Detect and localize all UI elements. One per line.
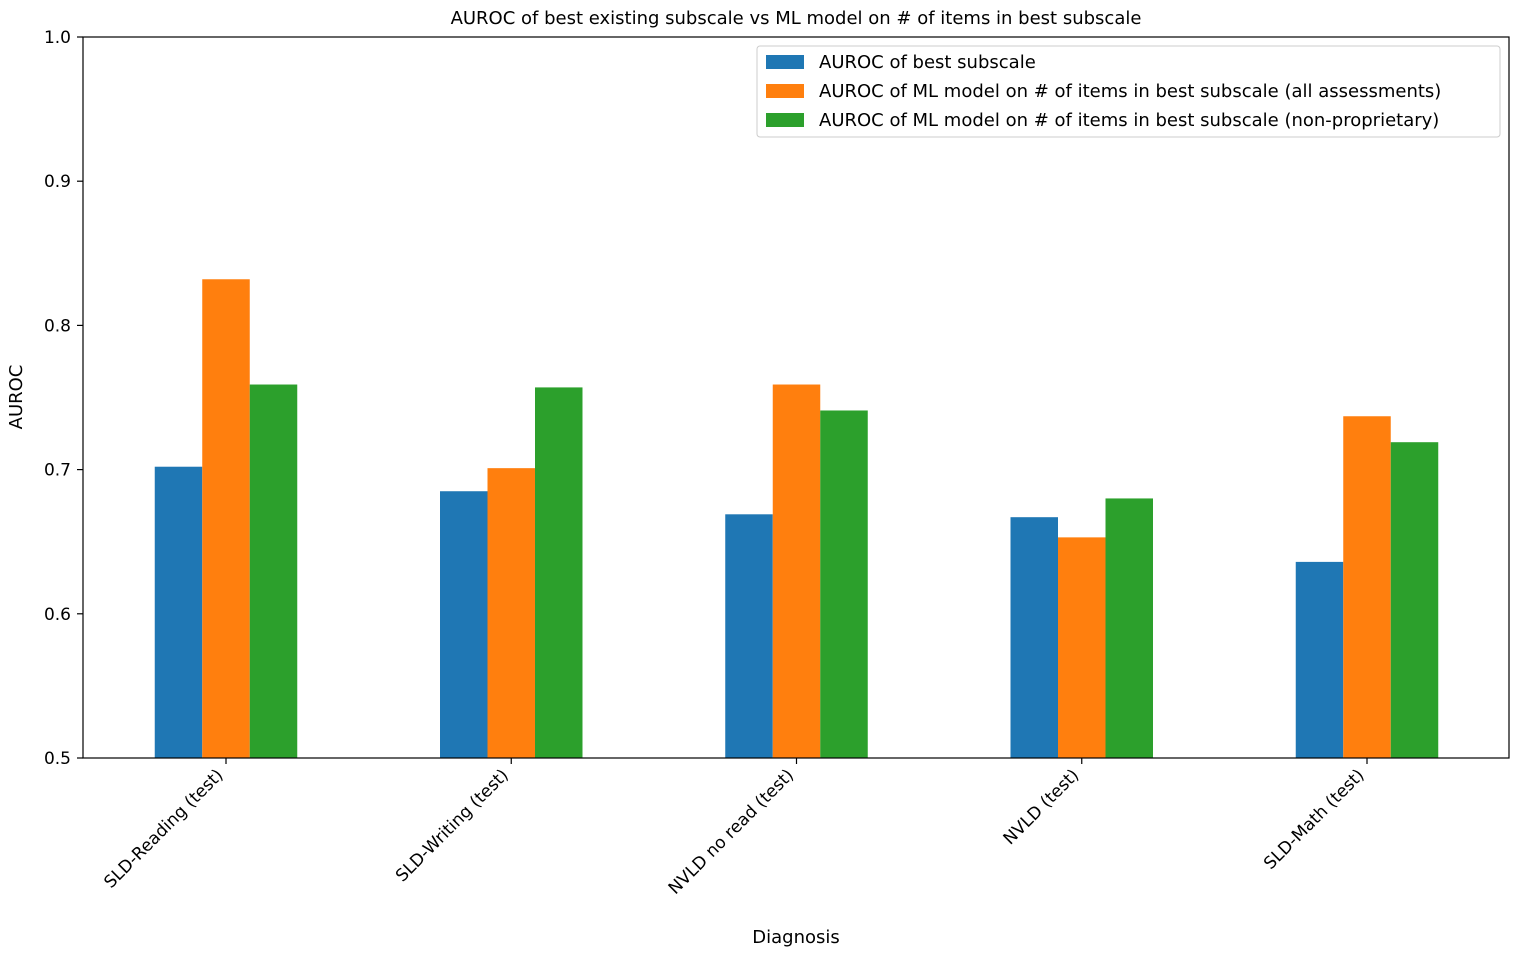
bar-series-3-cat-5 (1390, 442, 1439, 758)
bar-series-2-cat-3 (772, 384, 821, 758)
bar-series-3-cat-2 (535, 387, 583, 758)
y-axis: 0.5 0.6 0.7 0.8 0.9 1.0 (44, 28, 83, 769)
legend-label-3: AUROC of ML model on # of items in best … (819, 110, 1439, 131)
y-axis-label: AUROC (6, 365, 27, 430)
y-tick-label: 0.7 (44, 461, 71, 481)
bar-series-1-cat-1 (154, 466, 203, 758)
legend-swatch-3 (766, 113, 804, 127)
plot-frame (82, 36, 1510, 759)
legend-box (756, 45, 1501, 138)
y-tick-label: 1.0 (44, 28, 71, 48)
bar-series-1-cat-2 (440, 491, 488, 758)
legend-swatch-2 (766, 84, 804, 98)
bar-series-3-cat-1 (249, 384, 298, 758)
legend-label-2: AUROC of ML model on # of items in best … (819, 81, 1441, 102)
bar-series-2-cat-1 (202, 279, 250, 758)
bar-series-2-cat-2 (487, 468, 535, 758)
legend: AUROC of best subscale AUROC of ML model … (756, 45, 1501, 138)
bar-series-2-cat-4 (1058, 537, 1106, 758)
y-tick-label: 0.9 (44, 172, 71, 192)
bar-series-1-cat-5 (1295, 561, 1344, 758)
bar-series-1-cat-4 (1010, 517, 1058, 758)
bar-series-2-cat-5 (1343, 416, 1391, 758)
y-tick-label: 0.5 (44, 749, 71, 769)
legend-label-1: AUROC of best subscale (819, 52, 1036, 73)
y-tick-label: 0.6 (44, 605, 71, 625)
chart-title: AUROC of best existing subscale vs ML mo… (451, 8, 1142, 29)
bar-series-3-cat-3 (820, 410, 868, 758)
bars-group (154, 279, 1439, 758)
y-tick-label: 0.8 (44, 316, 71, 336)
x-axis-label: Diagnosis (752, 927, 840, 948)
legend-swatch-1 (766, 55, 804, 69)
bar-series-1-cat-3 (725, 514, 773, 758)
bar-series-3-cat-4 (1105, 498, 1153, 758)
